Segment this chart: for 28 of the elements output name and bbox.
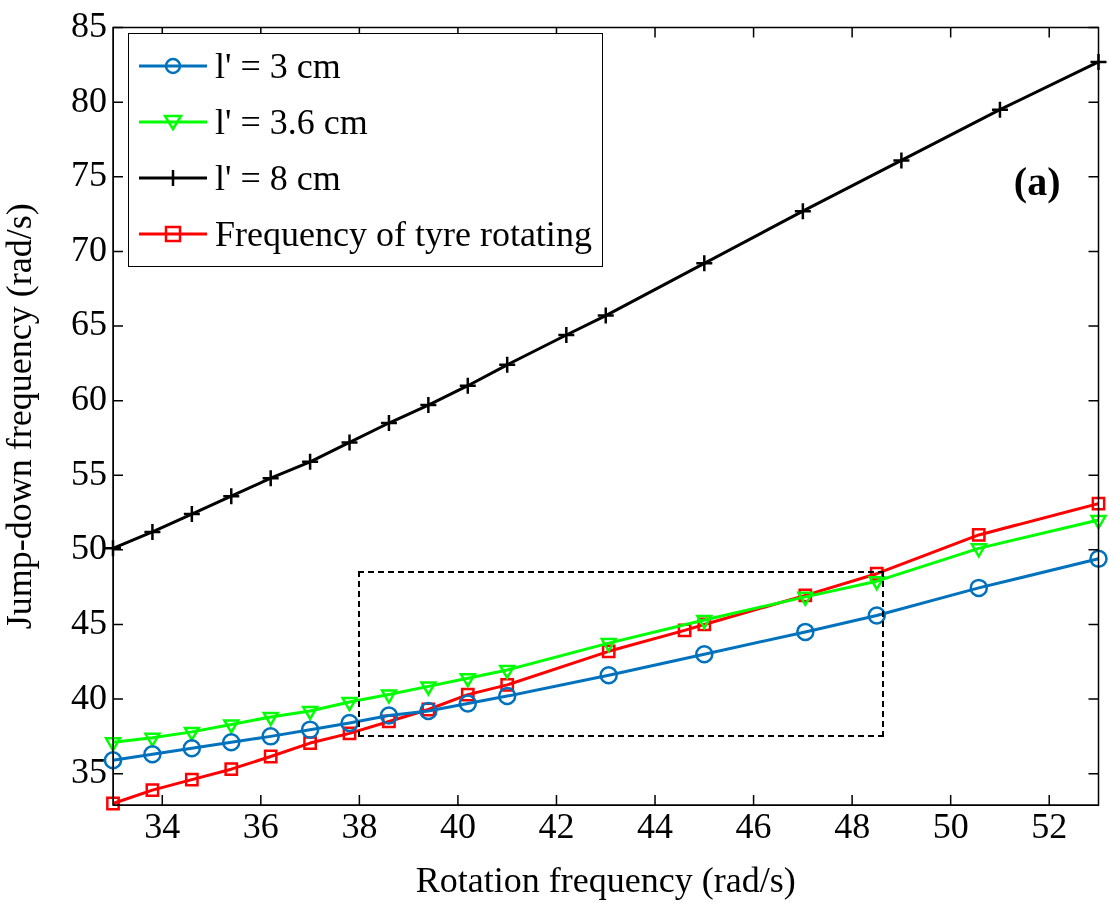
legend-label: l' = 8 cm <box>215 157 341 200</box>
legend-label: Frequency of tyre rotating <box>215 213 592 256</box>
x-tick-label: 38 <box>341 806 378 847</box>
x-tick-label: 44 <box>637 806 674 847</box>
y-tick-label: 55 <box>71 452 107 493</box>
x-tick-label: 40 <box>439 806 476 847</box>
y-axis-title: Jump-down frequency (rad/s) <box>0 203 40 630</box>
x-tick-label: 52 <box>1031 806 1068 847</box>
y-tick-label: 70 <box>71 228 107 269</box>
y-tick-label: 35 <box>71 751 107 792</box>
x-tick-label: 42 <box>538 806 575 847</box>
y-tick-label: 85 <box>71 5 107 46</box>
y-tick-label: 65 <box>71 303 107 344</box>
y-tick-label: 80 <box>71 79 107 120</box>
x-tick-label: 34 <box>144 806 181 847</box>
legend-label: l' = 3.6 cm <box>215 101 368 144</box>
annotation: (a) <box>1013 158 1061 204</box>
y-tick-label: 45 <box>71 601 107 642</box>
y-tick-label: 75 <box>71 154 107 195</box>
y-tick-label: 60 <box>71 378 107 419</box>
x-tick-label: 46 <box>735 806 772 847</box>
legend-label: l' = 3 cm <box>215 45 341 88</box>
y-tick-label: 40 <box>71 676 107 717</box>
y-tick-label: 50 <box>71 527 107 568</box>
x-tick-label: 50 <box>932 806 969 847</box>
x-tick-label: 48 <box>834 806 871 847</box>
x-tick-label: 36 <box>242 806 279 847</box>
x-axis-title: Rotation frequency (rad/s) <box>415 859 796 900</box>
